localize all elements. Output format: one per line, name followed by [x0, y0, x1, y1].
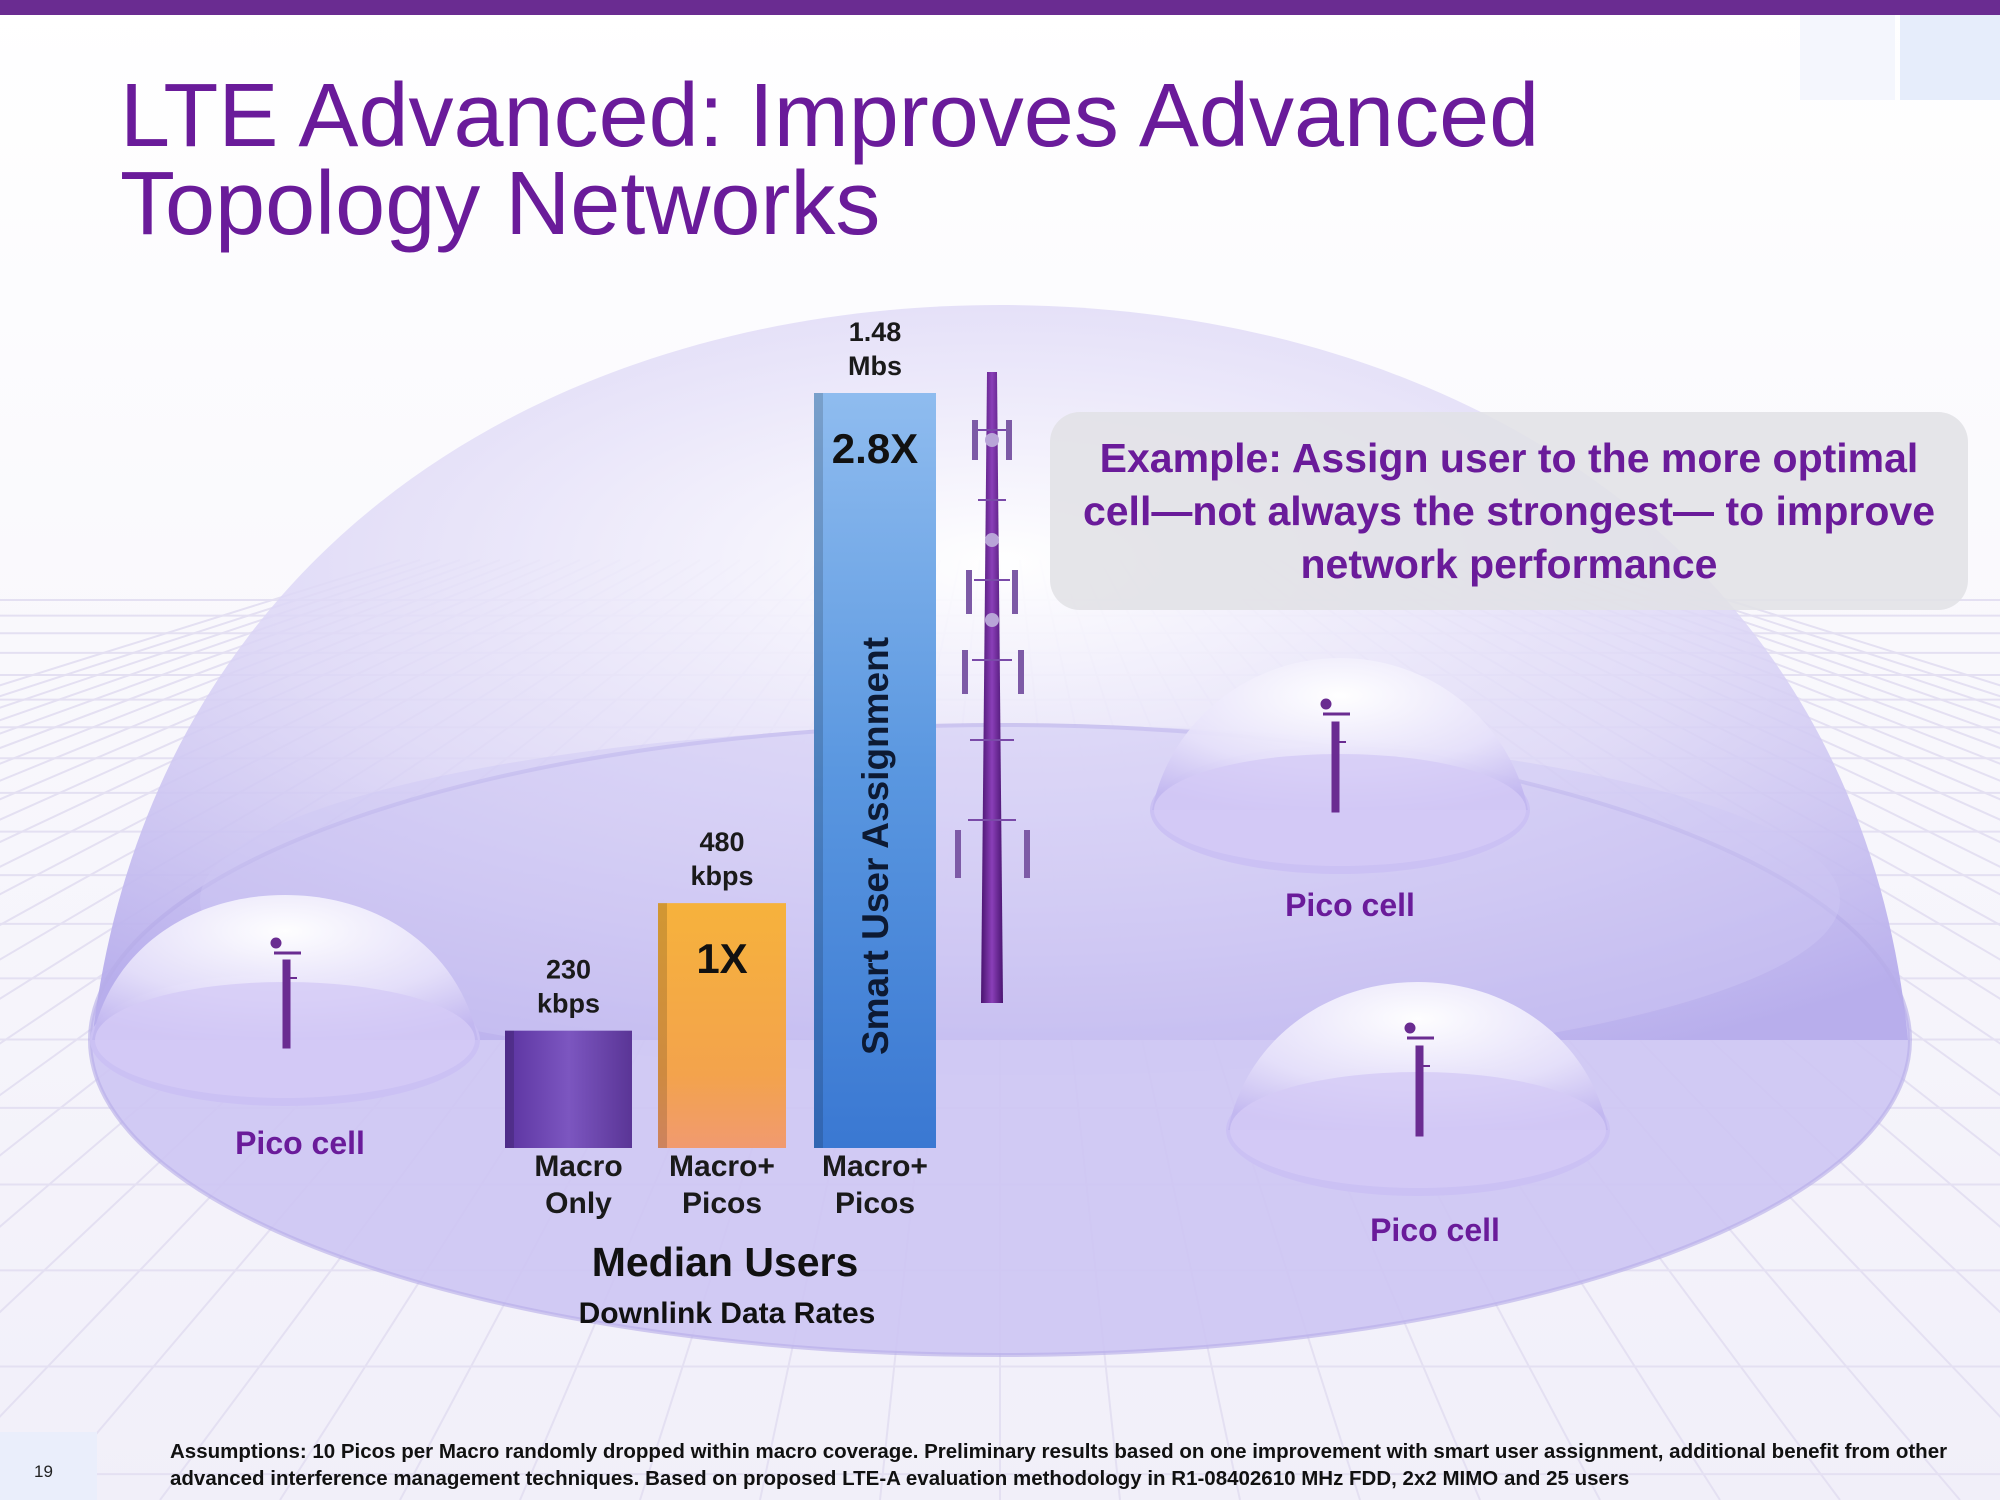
bar-1: [658, 903, 786, 1148]
pico-cell-label: Pico cell: [1370, 1212, 1500, 1248]
example-callout: Example: Assign user to the more optimal…: [1050, 412, 1968, 610]
pico-antenna-icon: [270, 937, 301, 1049]
page-title: LTE Advanced: Improves Advanced Topology…: [120, 66, 1540, 254]
value-label-2-0: 1.48: [849, 317, 902, 347]
category-label-1-0: Macro+: [669, 1150, 775, 1183]
corner-decoration: [1800, 15, 1895, 100]
chart-subtitle: Downlink Data Rates: [579, 1297, 876, 1330]
top-accent-bar: [0, 0, 2000, 15]
chart-title: Median Users: [592, 1239, 859, 1285]
category-label-1-1: Picos: [682, 1187, 762, 1220]
bar-shade-2: [814, 393, 823, 1148]
page-number: 19: [34, 1462, 53, 1481]
bar-0: [505, 1030, 632, 1148]
page-number-box: [0, 1432, 97, 1500]
callout-text: Example: Assign user to the more optimal…: [1082, 434, 1936, 587]
pico-cell-label: Pico cell: [235, 1125, 365, 1161]
category-label-2-1: Picos: [835, 1187, 915, 1220]
category-label-0-0: Macro: [534, 1150, 622, 1183]
corner-decoration: [1900, 15, 2000, 100]
bar-shade-0: [505, 1030, 514, 1148]
title-line-1: LTE Advanced: Improves Advanced: [120, 66, 1540, 166]
smart-user-assignment-label: Smart User Assignment: [855, 637, 896, 1055]
bar-shade-1: [658, 903, 667, 1148]
category-label-2-0: Macro+: [822, 1150, 928, 1183]
pico-cell-label: Pico cell: [1285, 887, 1415, 923]
category-label-0-1: Only: [545, 1187, 612, 1220]
value-label-0-0: 230: [546, 955, 591, 985]
value-label-0-1: kbps: [537, 989, 600, 1019]
pico-antenna-icon: [1320, 698, 1350, 813]
bar-annotation-2: 2.8X: [832, 425, 918, 472]
title-line-2: Topology Networks: [120, 154, 881, 254]
pico-dome-right-top: [1150, 658, 1530, 874]
pico-antenna-icon: [1404, 1022, 1434, 1137]
macro-tower-icon: [955, 372, 1030, 1003]
bar-annotation-1: 1X: [696, 935, 747, 982]
value-label-1-0: 480: [699, 827, 744, 857]
assumptions-footnote: Assumptions: 10 Picos per Macro randomly…: [170, 1440, 1948, 1490]
value-label-2-1: Mbs: [848, 351, 902, 381]
bar-2: [814, 393, 936, 1148]
value-label-1-1: kbps: [690, 861, 753, 891]
